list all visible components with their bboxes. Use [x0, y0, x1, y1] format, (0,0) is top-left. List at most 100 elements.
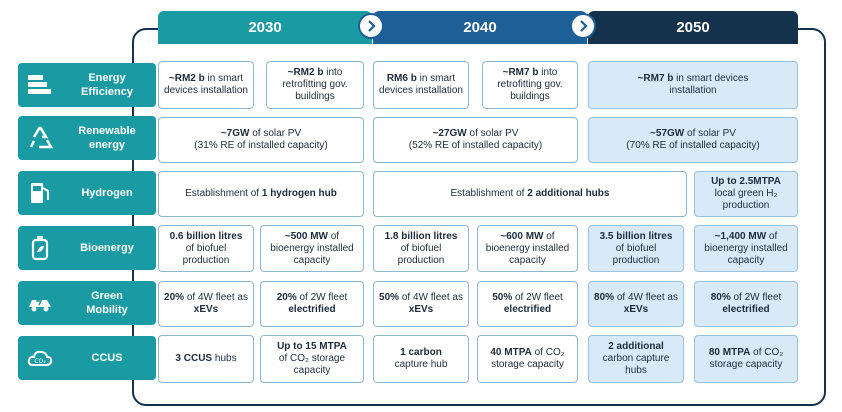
svg-text:CO₂: CO₂ [34, 358, 46, 365]
cell-value: 50% [379, 292, 400, 303]
cell-text: of 2W fleet [730, 292, 782, 303]
row-label-text: CCUS [91, 352, 123, 364]
cell-ccus-2040-storage: 40 MTPA of CO₂ storage capacity [477, 335, 578, 383]
cell-text: into retrofitting gov. buildings [282, 67, 348, 102]
cell-value: 80 MTPA [708, 347, 751, 358]
row-label-text: Green Mobility [86, 290, 128, 316]
cell-text: of solar PV [466, 128, 519, 139]
cell-bio-2050-biofuel: 3.5 billion litres of biofuel production [588, 225, 684, 272]
cell-h2-2040: Establishment of 2 additional hubs [373, 171, 687, 217]
cell-text: of 2W fleet [512, 292, 563, 303]
cell-gm-2040-2w: 50% of 2W fleet electrified [477, 281, 578, 327]
cell-text: of bioenergy installed capacity [704, 230, 788, 266]
cell-text: of 4W fleet as [614, 292, 678, 303]
recycle-icon [18, 116, 62, 160]
cell-text: in smart devices installation [379, 73, 463, 96]
cell-value: ~600 MW [500, 230, 544, 242]
cell-re-2050: ~57GW of solar PV (70% RE of installed ca… [588, 117, 798, 163]
cell-gm-2040-4w: 50% of 4W fleet as xEVs [373, 281, 469, 327]
row-label-green-mobility: Green Mobility [18, 281, 156, 325]
row-label-text: Renewable energy [78, 125, 136, 151]
year-header-2030: 2030 [158, 11, 372, 44]
cell-value: 40 MTPA [490, 347, 532, 358]
cell-value: xEVs [623, 304, 649, 315]
cell-value: xEVs [408, 304, 434, 315]
cell-value: ~RM2 b [287, 67, 324, 78]
cell-subtext: (52% RE of installed capacity) [408, 140, 543, 151]
cell-ee-2030-retrofitting: ~RM2 b into retrofitting gov. buildings [266, 61, 364, 109]
cell-text: into retrofitting gov. buildings [497, 67, 563, 102]
cell-re-2040: ~27GW of solar PV (52% RE of installed ca… [373, 117, 578, 163]
year-header-2050: 2050 [588, 11, 798, 44]
cell-text: in smart devices installation [164, 73, 248, 96]
cell-ee-2040-retrofitting: ~RM7 b into retrofitting gov. buildings [482, 61, 578, 109]
cell-ee-2030-smart-devices: ~RM2 b in smart devices installation [158, 61, 254, 109]
cell-value: Up to 15 MTPA [277, 341, 347, 352]
cell-value: 80% [594, 292, 615, 303]
cell-text: of 4W fleet as [399, 292, 463, 303]
cell-text: of CO₂ storage capacity [709, 347, 784, 370]
cell-value: 1.8 billion litres [384, 230, 458, 242]
row-label-energy-efficiency: Energy Efficiency [18, 63, 156, 107]
cell-value: electrified [288, 304, 336, 315]
cell-value: 3 CCUS [175, 353, 213, 364]
cell-value: 2 additional hubs [527, 188, 610, 199]
cell-text: of biofuel production [182, 242, 230, 266]
cell-re-2030: ~7GW of solar PV (31% RE of installed cap… [158, 117, 364, 163]
year-label-2040: 2040 [463, 19, 497, 36]
cell-h2-2030: Establishment of 1 hydrogen hub [158, 171, 364, 217]
row-label-bioenergy: Bioenergy [18, 226, 156, 270]
cell-text: of 4W fleet as [184, 292, 248, 303]
cell-ccus-2030-hubs: 3 CCUS hubs [158, 335, 254, 383]
cell-value: ~RM7 b [637, 73, 674, 84]
cell-text: Establishment of [185, 188, 262, 199]
battery-levels-icon [18, 63, 62, 107]
cell-value: Up to 2.5MTPA [711, 176, 781, 187]
cell-value: ~RM2 b [168, 73, 205, 84]
row-label-renewable-energy: Renewable energy [18, 116, 156, 160]
cell-subtext: (70% RE of installed capacity) [626, 140, 760, 151]
chevron-right-icon [358, 13, 384, 39]
year-header-2040: 2040 [373, 11, 587, 44]
cell-bio-2040-biofuel: 1.8 billion litres of biofuel production [373, 225, 469, 272]
cell-ee-2040-smart-devices: RM6 b in smart devices installation [373, 61, 469, 109]
cell-text: of solar PV [684, 128, 736, 139]
cell-value: ~RM7 b [502, 67, 539, 78]
cell-text: of solar PV [249, 128, 302, 139]
cell-text: of bioenergy installed capacity [270, 230, 354, 266]
cell-value: ~57GW [650, 128, 685, 139]
row-label-ccus: CO₂ CCUS [18, 336, 156, 380]
cell-subtext: (31% RE of installed capacity) [194, 140, 328, 151]
cell-bio-2030-biofuel: 0.6 billion litres of biofuel production [158, 225, 254, 272]
cell-text: of biofuel production [397, 242, 445, 266]
cell-text: of CO₂ storage capacity [491, 347, 565, 370]
cell-ccus-2040-hub: 1 carbon capture hub [373, 335, 469, 383]
cell-value: electrified [503, 304, 552, 315]
cell-text: of 2W fleet [296, 292, 348, 303]
cell-value: 2 additional [608, 341, 664, 352]
cell-value: 80% [710, 292, 731, 303]
cell-text: capture hub [394, 359, 448, 370]
cell-value: 1 carbon [400, 347, 442, 358]
cell-value: ~500 MW [284, 230, 328, 242]
row-label-text: Hydrogen [81, 187, 133, 199]
cell-text: Establishment of [450, 188, 528, 199]
year-label-2050: 2050 [676, 19, 710, 36]
cell-h2-2050: Up to 2.5MTPA local green H₂ production [694, 171, 798, 217]
cell-ee-2050-smart-devices: ~RM7 b in smart devices installation [588, 61, 798, 109]
cell-bio-2040-capacity: ~600 MW of bioenergy installed capacity [477, 225, 578, 272]
cell-value: 20% [276, 292, 297, 303]
cell-value: 1 hydrogen hub [261, 188, 337, 199]
cell-value: electrified [722, 304, 770, 315]
cell-value: ~1,400 MW [714, 230, 767, 242]
cell-value: 50% [492, 292, 513, 303]
cell-value: 20% [164, 292, 185, 303]
cell-text: of bioenergy installed capacity [485, 230, 570, 266]
cell-ccus-2030-storage: Up to 15 MTPA of CO₂ storage capacity [260, 335, 364, 383]
cell-text: in smart devices installation [669, 73, 749, 96]
cell-text: of biofuel production [612, 242, 660, 266]
chevron-right-icon [570, 13, 596, 39]
co2-cloud-icon: CO₂ [18, 336, 62, 380]
cell-value: 3.5 billion litres [599, 230, 673, 242]
cell-text: hubs [212, 353, 237, 364]
